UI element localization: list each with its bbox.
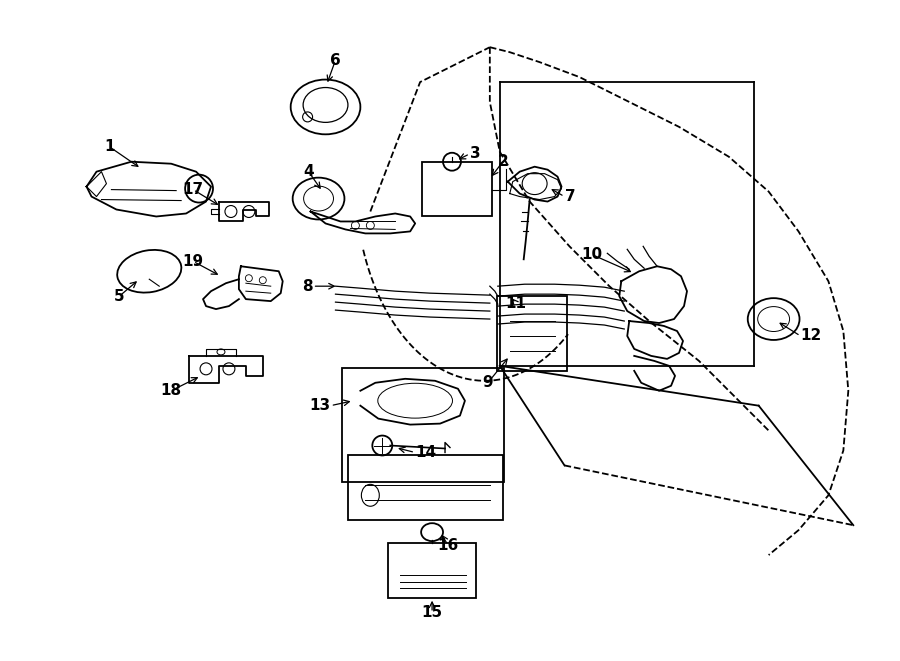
Text: 18: 18 <box>160 383 182 398</box>
Text: 11: 11 <box>505 295 526 311</box>
Text: 4: 4 <box>303 164 314 179</box>
Text: 14: 14 <box>415 445 436 460</box>
Bar <box>497 296 566 371</box>
Text: 9: 9 <box>482 375 493 390</box>
Text: 10: 10 <box>580 247 602 262</box>
Text: 15: 15 <box>421 605 443 620</box>
Text: 13: 13 <box>310 398 330 413</box>
Text: 2: 2 <box>498 154 508 169</box>
Text: 3: 3 <box>470 146 481 161</box>
Bar <box>343 368 504 483</box>
Text: 17: 17 <box>183 182 203 197</box>
Text: 16: 16 <box>437 537 459 553</box>
Bar <box>348 455 503 520</box>
Text: 8: 8 <box>302 279 312 293</box>
Text: 12: 12 <box>800 329 822 344</box>
Bar <box>422 162 491 217</box>
Text: 1: 1 <box>104 139 114 154</box>
Text: 5: 5 <box>114 289 125 303</box>
Text: 6: 6 <box>330 53 341 67</box>
Text: 7: 7 <box>564 189 575 204</box>
Bar <box>388 543 476 598</box>
Text: 19: 19 <box>183 254 203 269</box>
